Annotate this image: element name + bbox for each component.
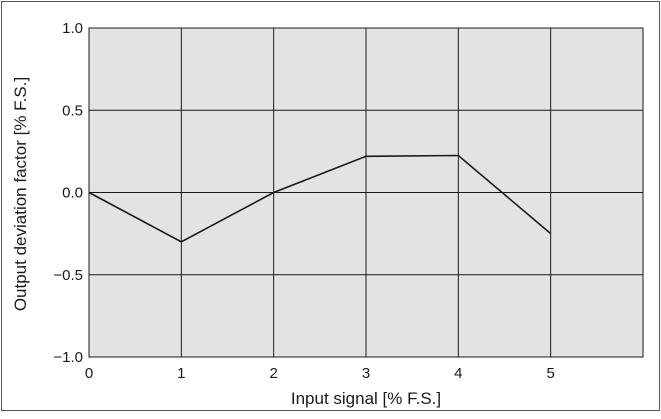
grid [89,28,643,357]
y-tick-label: 0.0 [62,185,83,202]
y-tick-label: −0.5 [53,267,83,284]
series-group [88,154,552,243]
tick-labels: 0 1 2 3 4 5 −1.0 −0.5 0.0 0.5 1.0 [53,20,554,382]
x-axis-title: Input signal [% F.S.] [291,389,441,408]
y-tick-label: 1.0 [62,20,83,37]
x-tick-label: 0 [85,365,93,382]
plot-border [88,27,644,358]
x-tick-label: 3 [362,365,370,382]
x-tick-label: 4 [454,365,462,382]
y-tick-label: −1.0 [53,349,83,366]
y-tick-label: 0.5 [62,102,83,119]
x-tick-label: 2 [269,365,277,382]
x-tick-label: 1 [177,365,185,382]
x-tick-label: 5 [546,365,554,382]
y-axis-title: Output deviation factor [% F.S.] [11,77,30,311]
series-line-1 [88,154,552,243]
